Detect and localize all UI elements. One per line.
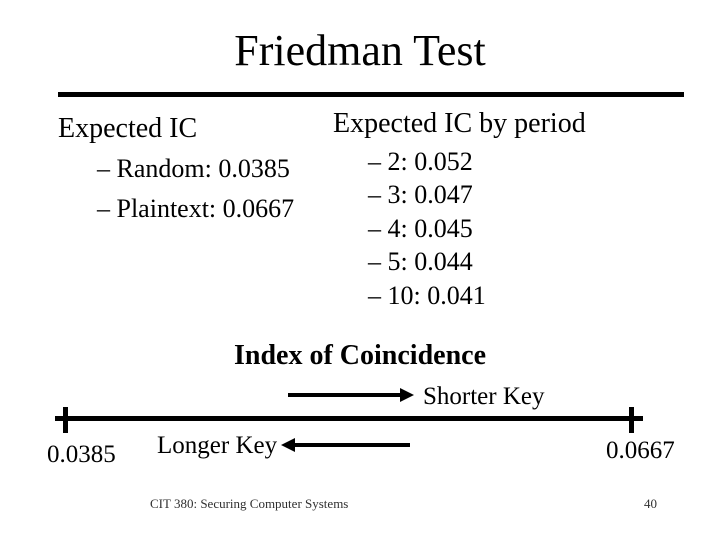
slide-title: Friedman Test: [234, 26, 486, 75]
right-column-list: – 2: 0.052 – 3: 0.047 – 4: 0.045 – 5: 0.…: [368, 145, 486, 312]
right-bullet-item: – 3: 0.047: [368, 180, 473, 210]
axis-min-value: 0.0385: [47, 441, 116, 468]
title-divider-rule: [58, 92, 684, 97]
shorter-key-arrow-line: [288, 393, 401, 397]
right-column-heading: Expected IC by period: [333, 108, 586, 139]
right-bullet-item: – 2: 0.052: [368, 147, 473, 176]
ic-axis-line: [55, 416, 643, 421]
left-column-heading: Expected IC: [58, 113, 198, 144]
arrow-right-icon: [400, 388, 414, 402]
diagram-title: Index of Coincidence: [234, 340, 486, 371]
longer-key-label: Longer Key: [157, 432, 278, 459]
axis-max-value: 0.0667: [606, 437, 675, 464]
right-bullet-item: – 4: 0.045: [368, 213, 473, 243]
right-bullet-item: – 5: 0.044: [368, 247, 473, 277]
left-bullet-item: – Random: 0.0385: [97, 154, 290, 183]
axis-tick-left: [63, 407, 68, 433]
arrow-left-icon: [281, 438, 295, 452]
axis-tick-right: [629, 407, 634, 433]
left-bullet-item: – Plaintext: 0.0667: [97, 194, 295, 223]
footer-page-number: 40: [644, 496, 657, 511]
shorter-key-label: Shorter Key: [423, 383, 545, 410]
longer-key-arrow-line: [295, 443, 410, 447]
right-bullet-item: – 10: 0.041: [368, 280, 486, 310]
footer-course-label: CIT 380: Securing Computer Systems: [150, 496, 349, 511]
